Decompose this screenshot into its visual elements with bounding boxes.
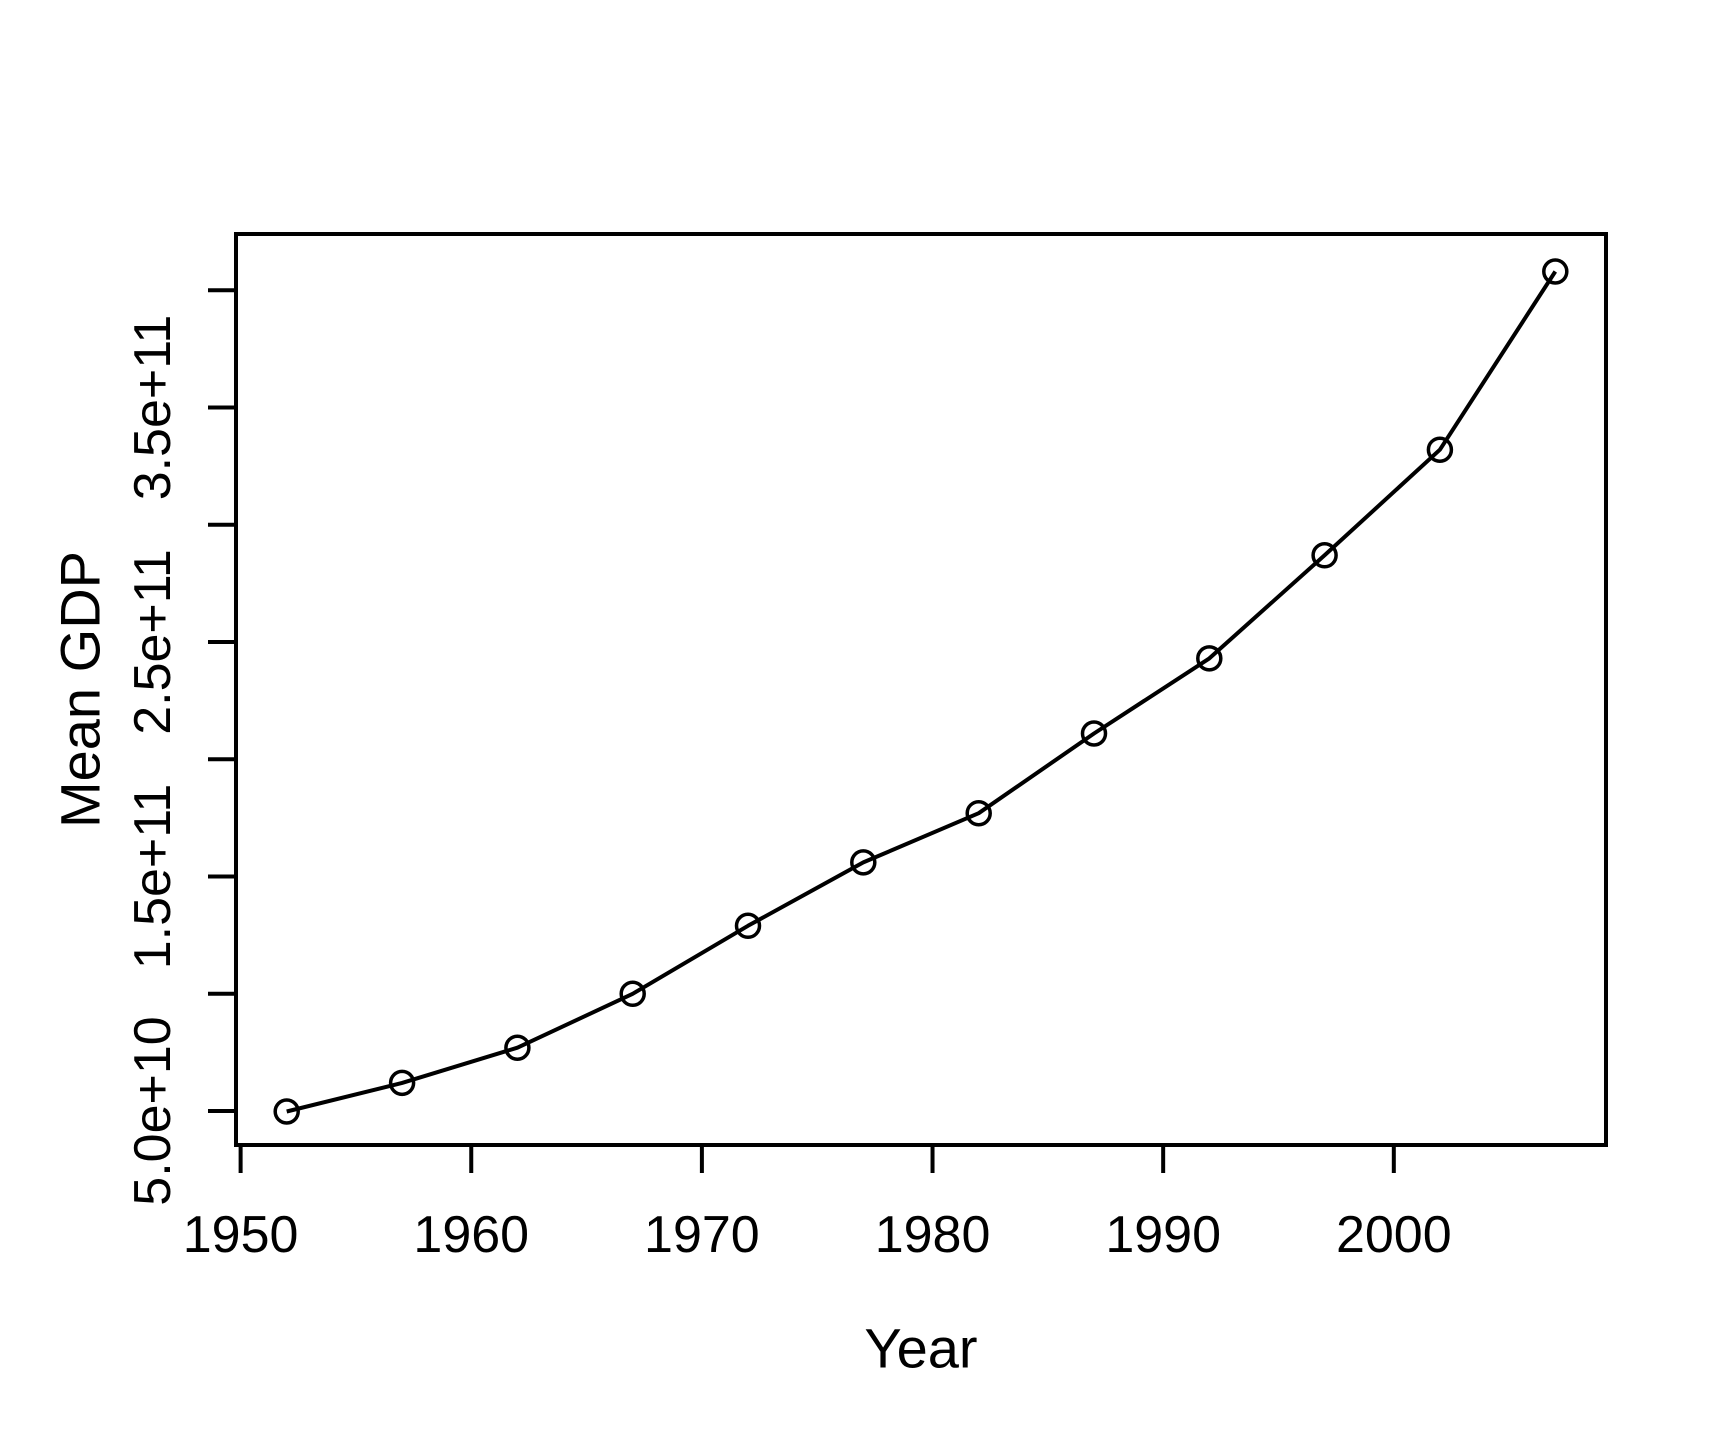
y-axis-tick-label: 3.5e+11 [124, 315, 182, 501]
data-point [273, 1098, 300, 1125]
data-point [1542, 258, 1569, 285]
data-point [388, 1069, 416, 1097]
data-point [1311, 542, 1338, 569]
x-axis-title: Year [864, 1317, 977, 1380]
data-point [1196, 645, 1223, 672]
x-axis-tick-label: 1970 [644, 1206, 760, 1264]
y-axis-tick-label: 5.0e+10 [124, 1016, 182, 1205]
x-axis-tick-label: 1990 [1105, 1206, 1221, 1264]
y-axis-title: Mean GDP [49, 551, 112, 828]
x-axis-tick-label: 1980 [875, 1206, 991, 1264]
data-point [734, 912, 762, 940]
data-point [619, 980, 646, 1008]
data-point [504, 1034, 531, 1061]
y-axis-tick-label: 2.5e+11 [124, 549, 182, 735]
data-point [1080, 720, 1108, 747]
data-point [965, 799, 992, 827]
data-point [850, 849, 877, 876]
x-axis-tick-label: 1960 [413, 1206, 529, 1264]
x-axis-tick-label: 2000 [1336, 1206, 1452, 1264]
data-point [1426, 436, 1454, 463]
y-axis-tick-label: 1.5e+11 [124, 784, 182, 970]
x-axis-tick-label: 1950 [183, 1206, 299, 1264]
plot-box [234, 232, 1608, 1147]
data-line [286, 270, 1557, 1114]
